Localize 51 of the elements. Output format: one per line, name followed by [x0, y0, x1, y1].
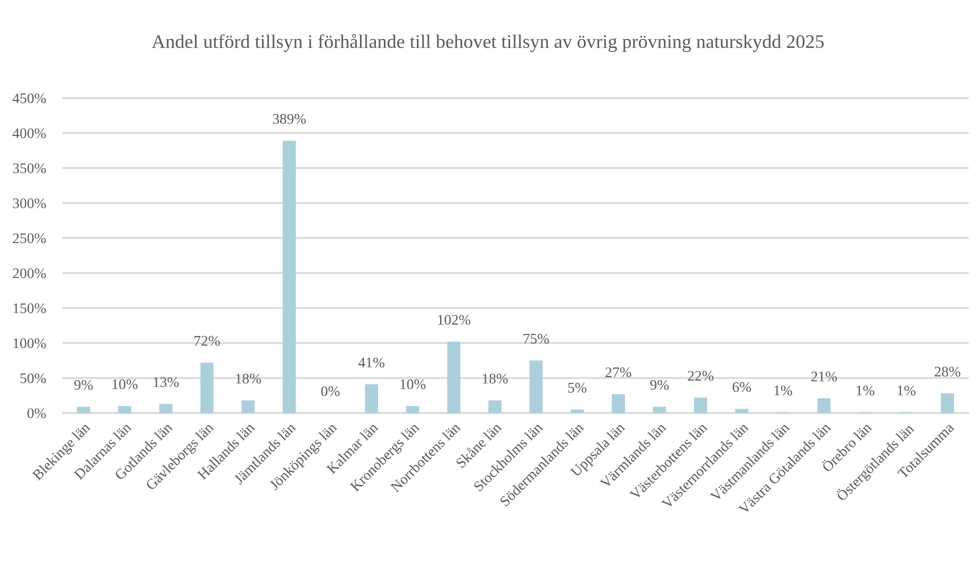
y-tick-label: 400%: [12, 128, 46, 138]
bar: [406, 406, 420, 413]
data-label: 5%: [568, 382, 586, 393]
data-label: 22%: [688, 370, 714, 381]
bar: [364, 384, 378, 413]
data-label: 10%: [112, 379, 138, 390]
chart-title: Andel utförd tillsyn i förhållande till behovet tillsyn av övrig prövning naturskydd 2025: [152, 34, 824, 52]
bar: [200, 362, 214, 413]
data-label: 18%: [236, 374, 261, 384]
y-tick-label: 300%: [13, 198, 46, 208]
data-label: 1%: [856, 386, 874, 396]
data-label: 0%: [321, 386, 340, 396]
bar: [612, 394, 625, 413]
bar: [76, 406, 90, 413]
y-tick-label: 450%: [12, 93, 46, 104]
data-label: 1%: [774, 386, 792, 396]
y-tick-label: 50%: [20, 373, 46, 384]
y-tick-label: 350%: [13, 163, 46, 174]
bar: [570, 410, 584, 413]
bar: [529, 360, 543, 413]
y-tick-label: 150%: [14, 303, 46, 314]
data-label: 75%: [524, 334, 549, 344]
data-label: 18%: [482, 374, 508, 384]
data-label: 27%: [606, 367, 632, 378]
data-label: 9%: [74, 380, 93, 390]
bar: [488, 400, 502, 413]
data-label: 1%: [898, 386, 916, 396]
data-label: 102%: [438, 314, 470, 325]
data-label: 72%: [194, 336, 220, 346]
bar: [735, 408, 748, 413]
data-label: 9%: [650, 380, 669, 390]
y-tick-label: 200%: [12, 268, 46, 278]
y-tick-label: 0%: [27, 408, 46, 418]
data-label: 21%: [811, 372, 837, 382]
data-label: 6%: [732, 382, 751, 392]
data-label: 41%: [358, 358, 384, 368]
bar: [118, 406, 132, 413]
bar: [940, 393, 954, 413]
data-label: 28%: [934, 366, 960, 377]
bar: [282, 140, 296, 413]
y-tick-label: 250%: [12, 233, 46, 244]
data-label: 10%: [400, 379, 426, 390]
y-tick-label: 100%: [14, 338, 46, 348]
bar: [447, 342, 460, 413]
data-label: 389%: [272, 114, 306, 124]
data-label: 13%: [154, 377, 179, 388]
bar: [694, 398, 708, 413]
bar: [817, 398, 831, 413]
bar: [242, 400, 255, 413]
bar: [652, 406, 666, 413]
bar: [159, 404, 172, 413]
